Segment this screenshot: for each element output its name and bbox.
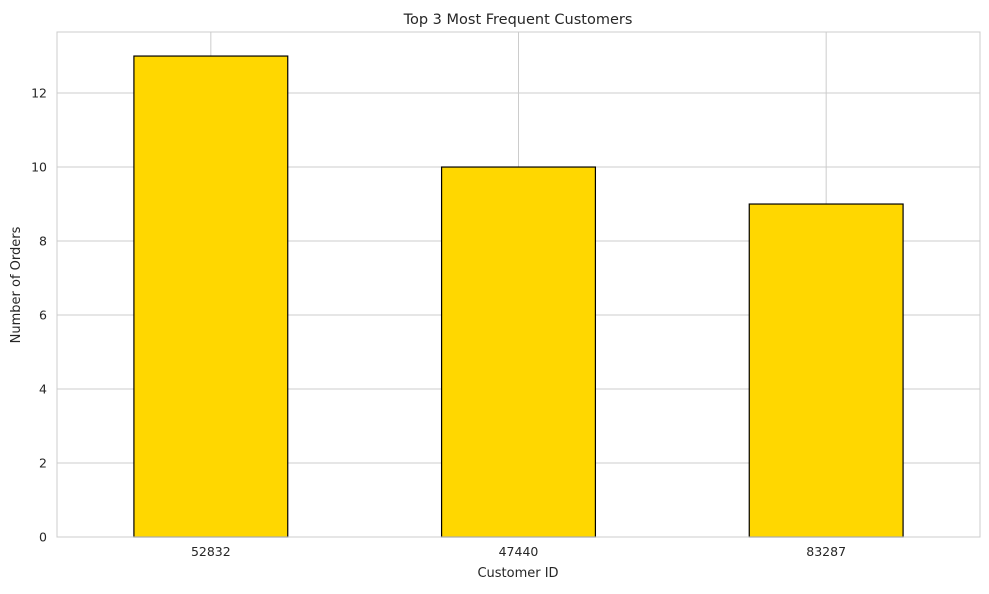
y-tick-label: 4 xyxy=(39,382,47,397)
y-tick-label: 0 xyxy=(39,530,47,545)
x-tick-label: 83287 xyxy=(806,544,846,559)
y-axis-label: Number of Orders xyxy=(9,226,24,343)
x-tick-label: 47440 xyxy=(499,544,539,559)
y-tick-label: 2 xyxy=(39,456,47,471)
chart-title: Top 3 Most Frequent Customers xyxy=(403,12,633,28)
bar-83287 xyxy=(748,203,904,538)
x-axis-label: Customer ID xyxy=(477,566,558,581)
plot-frame xyxy=(56,31,981,538)
y-tick-label: 8 xyxy=(39,234,47,249)
y-tick-label: 10 xyxy=(31,160,47,175)
y-tick-label: 12 xyxy=(31,86,47,101)
bar-52832 xyxy=(133,55,289,538)
y-tick-label: 6 xyxy=(39,308,47,323)
bar-47440 xyxy=(440,166,597,538)
x-tick-label: 52832 xyxy=(191,544,231,559)
